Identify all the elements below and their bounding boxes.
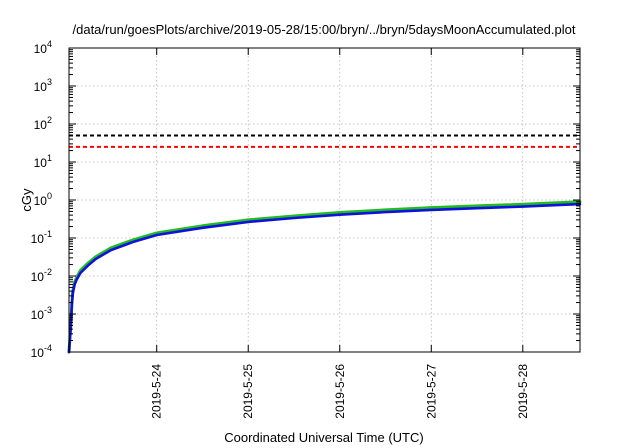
x-tick-label: 2019-5-27: [424, 364, 438, 419]
y-tick-label: 104: [34, 39, 52, 56]
x-tick-label: 2019-5-24: [150, 364, 164, 419]
grid-layer: [69, 48, 580, 352]
x-tick-label: 2019-5-26: [333, 364, 347, 419]
ticks-layer: 10-4 10-3 10-2 10-1 100 101 102 103 104 2019-5-24…: [31, 39, 580, 419]
y-tick-label: 103: [34, 77, 52, 94]
x-tick-label: 2019-5-25: [241, 364, 255, 419]
y-tick-label: 10-4: [31, 343, 52, 360]
reference-lines: [69, 134, 580, 148]
chart-title: /data/run/goesPlots/archive/2019-05-28/1…: [73, 22, 576, 37]
y-tick-label: 101: [34, 153, 52, 170]
y-tick-label: 10-1: [31, 229, 52, 246]
plot-frame: [68, 47, 581, 353]
y-axis-label: cGy: [19, 188, 34, 212]
series-line: [67, 200, 582, 354]
y-tick-label: 10-2: [31, 267, 52, 284]
y-tick-label: 102: [34, 115, 52, 132]
series-layer: [67, 200, 582, 354]
series-line: [67, 202, 582, 354]
y-tick-label: 100: [34, 191, 52, 208]
x-tick-label: 2019-5-28: [516, 364, 530, 419]
x-axis-label: Coordinated Universal Time (UTC): [224, 430, 423, 445]
y-tick-label: 10-3: [31, 305, 52, 322]
